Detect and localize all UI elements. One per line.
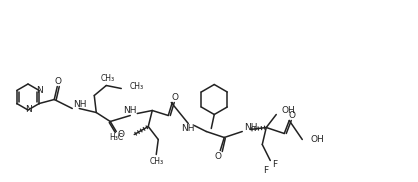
Text: O: O	[172, 93, 179, 102]
Text: N: N	[25, 106, 31, 114]
Text: CH₃: CH₃	[100, 74, 114, 83]
Text: O: O	[55, 77, 62, 86]
Text: O: O	[215, 152, 222, 161]
Text: OH: OH	[310, 135, 324, 144]
Text: F: F	[263, 166, 268, 175]
Text: O: O	[289, 111, 296, 120]
Text: CH₃: CH₃	[129, 82, 143, 91]
Text: NH: NH	[123, 106, 137, 115]
Text: NH: NH	[181, 124, 195, 133]
Text: F: F	[272, 160, 277, 169]
Text: NH: NH	[244, 123, 258, 132]
Text: CH₃: CH₃	[149, 157, 163, 166]
Text: O: O	[118, 130, 125, 139]
Text: H₃C: H₃C	[109, 133, 123, 142]
Text: NH: NH	[73, 100, 87, 109]
Text: OH: OH	[281, 106, 295, 115]
Text: N: N	[36, 86, 43, 95]
